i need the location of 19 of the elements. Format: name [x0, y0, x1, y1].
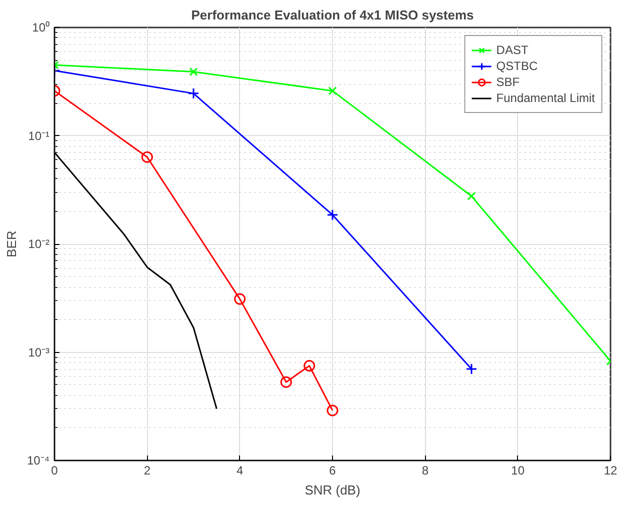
y-tick-label: 10⁻¹ [28, 128, 50, 143]
y-tick-label: 10⁻² [28, 237, 50, 251]
chart-title: Performance Evaluation of 4x1 MISO systems [191, 8, 474, 22]
x-tick-label: 12 [604, 464, 618, 478]
x-tick-label: 2 [144, 464, 151, 478]
x-tick-label: 6 [329, 464, 336, 478]
x-axis-title: SNR (dB) [304, 482, 360, 498]
y-tick-label: 10⁻⁴ [26, 454, 50, 468]
legend-label: DAST [496, 42, 528, 58]
x-tick-label: 10 [511, 464, 525, 478]
y-tick-label: 10⁰ [32, 20, 50, 34]
y-tick-label: 10⁻³ [28, 345, 50, 360]
x-tick-label: 4 [236, 464, 244, 478]
legend-label: Fundamental Limit [496, 90, 595, 106]
x-tick-label: 8 [422, 464, 429, 478]
y-axis-title: BER [4, 230, 19, 258]
legend-label: SBF [496, 74, 520, 90]
x-tick-label: 0 [51, 464, 58, 478]
legend-label: QSTBC [496, 58, 538, 74]
